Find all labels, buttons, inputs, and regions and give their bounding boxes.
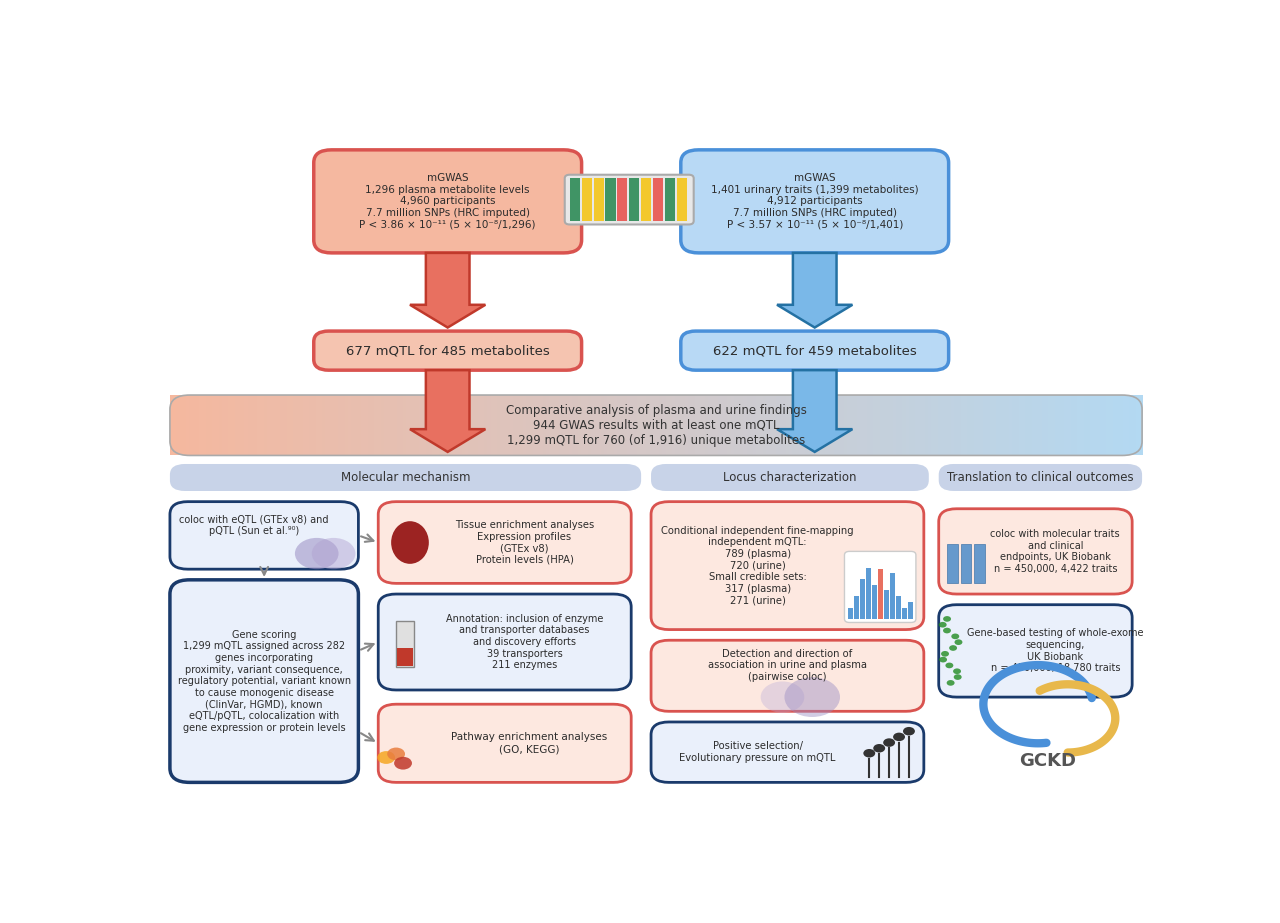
Bar bbox=[581, 395, 586, 455]
Circle shape bbox=[387, 748, 404, 761]
Bar bbox=[494, 395, 498, 455]
Bar bbox=[701, 395, 705, 455]
FancyBboxPatch shape bbox=[652, 641, 924, 712]
Bar bbox=[928, 395, 932, 455]
Bar bbox=[488, 395, 492, 455]
Bar bbox=[219, 395, 223, 455]
Bar bbox=[1064, 395, 1069, 455]
Text: 622 mQTL for 459 metabolites: 622 mQTL for 459 metabolites bbox=[713, 344, 916, 357]
Bar bbox=[714, 395, 718, 455]
Bar bbox=[818, 395, 822, 455]
Bar bbox=[532, 395, 538, 455]
Bar bbox=[908, 602, 913, 619]
Bar bbox=[718, 395, 722, 455]
Bar bbox=[704, 395, 709, 455]
Bar bbox=[1126, 395, 1130, 455]
Bar bbox=[1123, 395, 1126, 455]
Bar bbox=[556, 395, 559, 455]
Bar bbox=[1042, 395, 1046, 455]
Bar bbox=[1071, 395, 1075, 455]
Bar bbox=[634, 395, 637, 455]
Bar bbox=[892, 395, 897, 455]
Text: Tissue enrichment analyses
Expression profiles
(GTEx v8)
Protein levels (HPA): Tissue enrichment analyses Expression pr… bbox=[454, 521, 594, 565]
Bar bbox=[1036, 395, 1039, 455]
Bar bbox=[890, 395, 893, 455]
Bar bbox=[420, 395, 424, 455]
Bar bbox=[1044, 395, 1050, 455]
Bar bbox=[261, 395, 265, 455]
Bar bbox=[1116, 395, 1120, 455]
Bar bbox=[399, 395, 404, 455]
Bar bbox=[922, 395, 925, 455]
Bar bbox=[1055, 395, 1059, 455]
FancyBboxPatch shape bbox=[681, 331, 948, 370]
Bar bbox=[617, 178, 627, 221]
Bar bbox=[1000, 395, 1004, 455]
Bar bbox=[627, 395, 631, 455]
Bar bbox=[283, 395, 288, 455]
FancyBboxPatch shape bbox=[845, 551, 916, 622]
Bar bbox=[685, 395, 690, 455]
Bar bbox=[588, 395, 593, 455]
Bar bbox=[342, 395, 346, 455]
Bar bbox=[433, 395, 436, 455]
Bar bbox=[740, 395, 745, 455]
Bar bbox=[600, 395, 605, 455]
Bar bbox=[1002, 395, 1007, 455]
Bar bbox=[733, 395, 739, 455]
Bar bbox=[274, 395, 278, 455]
Bar bbox=[543, 395, 547, 455]
Bar bbox=[712, 395, 716, 455]
Bar bbox=[452, 395, 456, 455]
Bar bbox=[996, 395, 1001, 455]
Circle shape bbox=[951, 633, 959, 640]
Bar bbox=[727, 395, 732, 455]
Bar bbox=[677, 178, 687, 221]
Bar bbox=[860, 395, 864, 455]
FancyBboxPatch shape bbox=[379, 502, 631, 583]
Bar bbox=[361, 395, 365, 455]
Bar bbox=[1032, 395, 1036, 455]
Bar bbox=[776, 395, 780, 455]
Bar bbox=[517, 395, 521, 455]
FancyBboxPatch shape bbox=[564, 174, 694, 224]
Bar bbox=[552, 395, 557, 455]
Circle shape bbox=[954, 668, 961, 674]
Bar bbox=[559, 395, 563, 455]
Bar bbox=[393, 395, 398, 455]
Bar bbox=[769, 395, 773, 455]
Bar bbox=[623, 395, 627, 455]
Bar bbox=[934, 395, 940, 455]
Bar bbox=[511, 395, 515, 455]
FancyBboxPatch shape bbox=[314, 150, 581, 253]
Bar bbox=[844, 395, 849, 455]
Bar bbox=[581, 178, 591, 221]
Bar bbox=[669, 395, 673, 455]
Bar bbox=[332, 395, 337, 455]
Bar bbox=[630, 178, 639, 221]
Text: mGWAS
1,296 plasma metabolite levels
4,960 participants
7.7 million SNPs (HRC im: mGWAS 1,296 plasma metabolite levels 4,9… bbox=[360, 174, 536, 230]
Bar bbox=[653, 178, 663, 221]
Bar bbox=[850, 395, 855, 455]
FancyBboxPatch shape bbox=[652, 722, 924, 783]
Bar bbox=[877, 395, 881, 455]
Bar bbox=[1023, 395, 1027, 455]
Bar bbox=[691, 395, 696, 455]
Text: Detection and direction of
association in urine and plasma
(pairwise coloc): Detection and direction of association i… bbox=[708, 649, 867, 682]
Bar bbox=[960, 395, 965, 455]
Bar bbox=[579, 395, 582, 455]
Bar bbox=[856, 395, 861, 455]
Circle shape bbox=[902, 727, 915, 736]
Bar bbox=[664, 178, 675, 221]
Bar bbox=[1087, 395, 1092, 455]
Bar bbox=[591, 395, 595, 455]
Text: Gene-based testing of whole-exome
sequencing,
UK Biobank
n = 450,000, 18,780 tra: Gene-based testing of whole-exome sequen… bbox=[966, 629, 1143, 673]
Bar bbox=[763, 395, 767, 455]
Bar bbox=[805, 395, 809, 455]
Bar bbox=[621, 395, 625, 455]
Bar bbox=[484, 395, 489, 455]
Bar bbox=[847, 395, 851, 455]
Bar bbox=[1009, 395, 1014, 455]
Bar bbox=[268, 395, 271, 455]
Circle shape bbox=[938, 622, 947, 628]
